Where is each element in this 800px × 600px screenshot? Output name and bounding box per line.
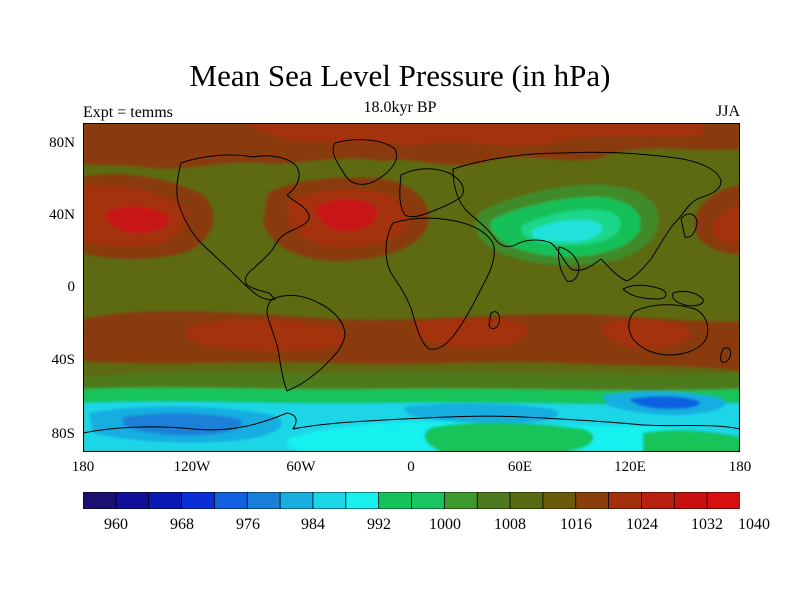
map-frame: [83, 123, 740, 452]
colorbar-swatch: [345, 492, 380, 509]
figure-subtitle: 18.0kyr BP: [363, 99, 437, 116]
lon-label-180w: 180: [71, 459, 95, 475]
season-label: JJA: [715, 103, 740, 120]
colorbar-swatch: [148, 492, 183, 509]
colorbar-label: 1000: [429, 516, 461, 533]
colorbar-swatch: [542, 492, 577, 509]
colorbar-swatch: [641, 492, 676, 509]
lon-label-180e: 180: [728, 459, 752, 475]
colorbar-swatch: [115, 492, 150, 509]
colorbar-label: 984: [301, 516, 325, 533]
colorbar-swatch: [83, 492, 117, 509]
colorbar-swatch: [706, 492, 740, 509]
lat-label-80s: 80S: [51, 426, 75, 442]
colorbar-label: 960: [104, 516, 128, 533]
colorbar-label: 1008: [494, 516, 526, 533]
colorbar: [83, 492, 740, 509]
colorbar-swatch: [378, 492, 413, 509]
pressure-map: [83, 123, 740, 452]
colorbar-swatch: [575, 492, 610, 509]
lon-label-60w: 60W: [286, 459, 316, 475]
colorbar-label: 1040: [738, 516, 770, 533]
colorbar-swatch: [673, 492, 708, 509]
coastlines: [83, 139, 740, 434]
colorbar-swatch: [213, 492, 248, 509]
colorbar-swatch: [312, 492, 347, 509]
lat-label-80n: 80N: [49, 135, 75, 151]
colorbar-swatch: [476, 492, 511, 509]
colorbar-swatch: [279, 492, 314, 509]
lat-label-40n: 40N: [49, 207, 75, 223]
colorbar-swatch: [443, 492, 478, 509]
colorbar-label: 968: [170, 516, 194, 533]
lon-label-60e: 60E: [507, 459, 533, 475]
lat-label-40s: 40S: [51, 352, 75, 368]
colorbar-label: 1032: [691, 516, 723, 533]
lat-label-0: 0: [67, 279, 76, 295]
lon-label-120e: 120E: [614, 459, 646, 475]
lon-label-0: 0: [407, 459, 415, 475]
colorbar-swatch: [246, 492, 281, 509]
colorbar-label: 1016: [560, 516, 592, 533]
experiment-label: Expt = temms: [83, 104, 173, 121]
colorbar-label: 1024: [626, 516, 658, 533]
lon-label-120w: 120W: [173, 459, 211, 475]
pressure-map-svg: [83, 123, 740, 452]
colorbar-swatch: [411, 492, 446, 509]
colorbar-swatch: [181, 492, 216, 509]
colorbar-label: 976: [236, 516, 260, 533]
pressure-contours: [83, 123, 740, 452]
colorbar-label: 992: [367, 516, 391, 533]
figure-title: Mean Sea Level Pressure (in hPa): [189, 58, 611, 93]
colorbar-swatch: [509, 492, 544, 509]
colorbar-swatch: [608, 492, 643, 509]
